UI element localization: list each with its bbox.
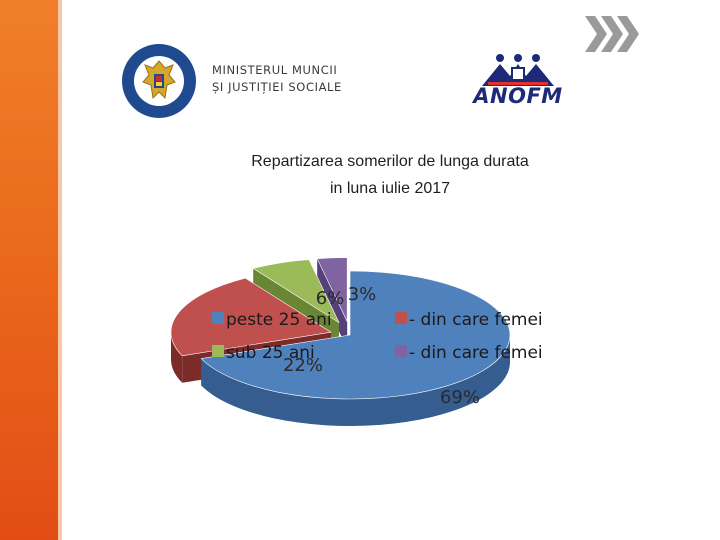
pie-slice bbox=[200, 270, 511, 426]
chart-title-line2: in luna iulie 2017 bbox=[329, 180, 451, 197]
anofm-logo: ANOFM bbox=[462, 52, 572, 108]
legend-swatch bbox=[395, 345, 407, 357]
accent-side-bar bbox=[0, 0, 58, 540]
legend-label: - din care femei bbox=[409, 310, 543, 330]
anofm-emblem-icon bbox=[482, 54, 554, 86]
ministry-name-line2: ȘI JUSTIȚIEI SOCIALE bbox=[212, 80, 342, 94]
accent-side-bar-edge bbox=[58, 0, 62, 540]
anofm-name: ANOFM bbox=[473, 84, 563, 108]
chevron-right-icon bbox=[585, 16, 639, 52]
data-label: 22% bbox=[283, 355, 323, 376]
legend-label: - din care femei bbox=[409, 343, 543, 363]
ministry-name-line1: MINISTERUL MUNCII bbox=[212, 63, 338, 77]
legend-swatch bbox=[212, 312, 224, 324]
pie-slice bbox=[316, 257, 348, 349]
chart-title: Repartizarea somerilor de lunga durata i… bbox=[190, 148, 590, 202]
ministry-name: MINISTERUL MUNCII ȘI JUSTIȚIEI SOCIALE bbox=[212, 62, 362, 96]
legend-label: sub 25 ani bbox=[226, 343, 315, 363]
data-label: 69% bbox=[440, 387, 480, 408]
legend-swatch bbox=[395, 312, 407, 324]
legend-item: - din care femei bbox=[395, 310, 543, 330]
ministry-logo: MINISTERUL MUNCII ȘI JUSTIȚIEI SOCIALE bbox=[120, 42, 360, 120]
legend-item: peste 25 ani bbox=[212, 310, 332, 330]
government-emblem-icon bbox=[122, 44, 196, 118]
data-label: 6% bbox=[316, 288, 345, 309]
chart-title-line1: Repartizarea somerilor de lunga durata bbox=[251, 153, 529, 170]
legend-swatch bbox=[212, 345, 224, 357]
legend-label: peste 25 ani bbox=[226, 310, 332, 330]
legend-item: sub 25 ani bbox=[212, 343, 315, 363]
legend-item: - din care femei bbox=[395, 343, 543, 363]
data-label: 3% bbox=[348, 284, 377, 305]
